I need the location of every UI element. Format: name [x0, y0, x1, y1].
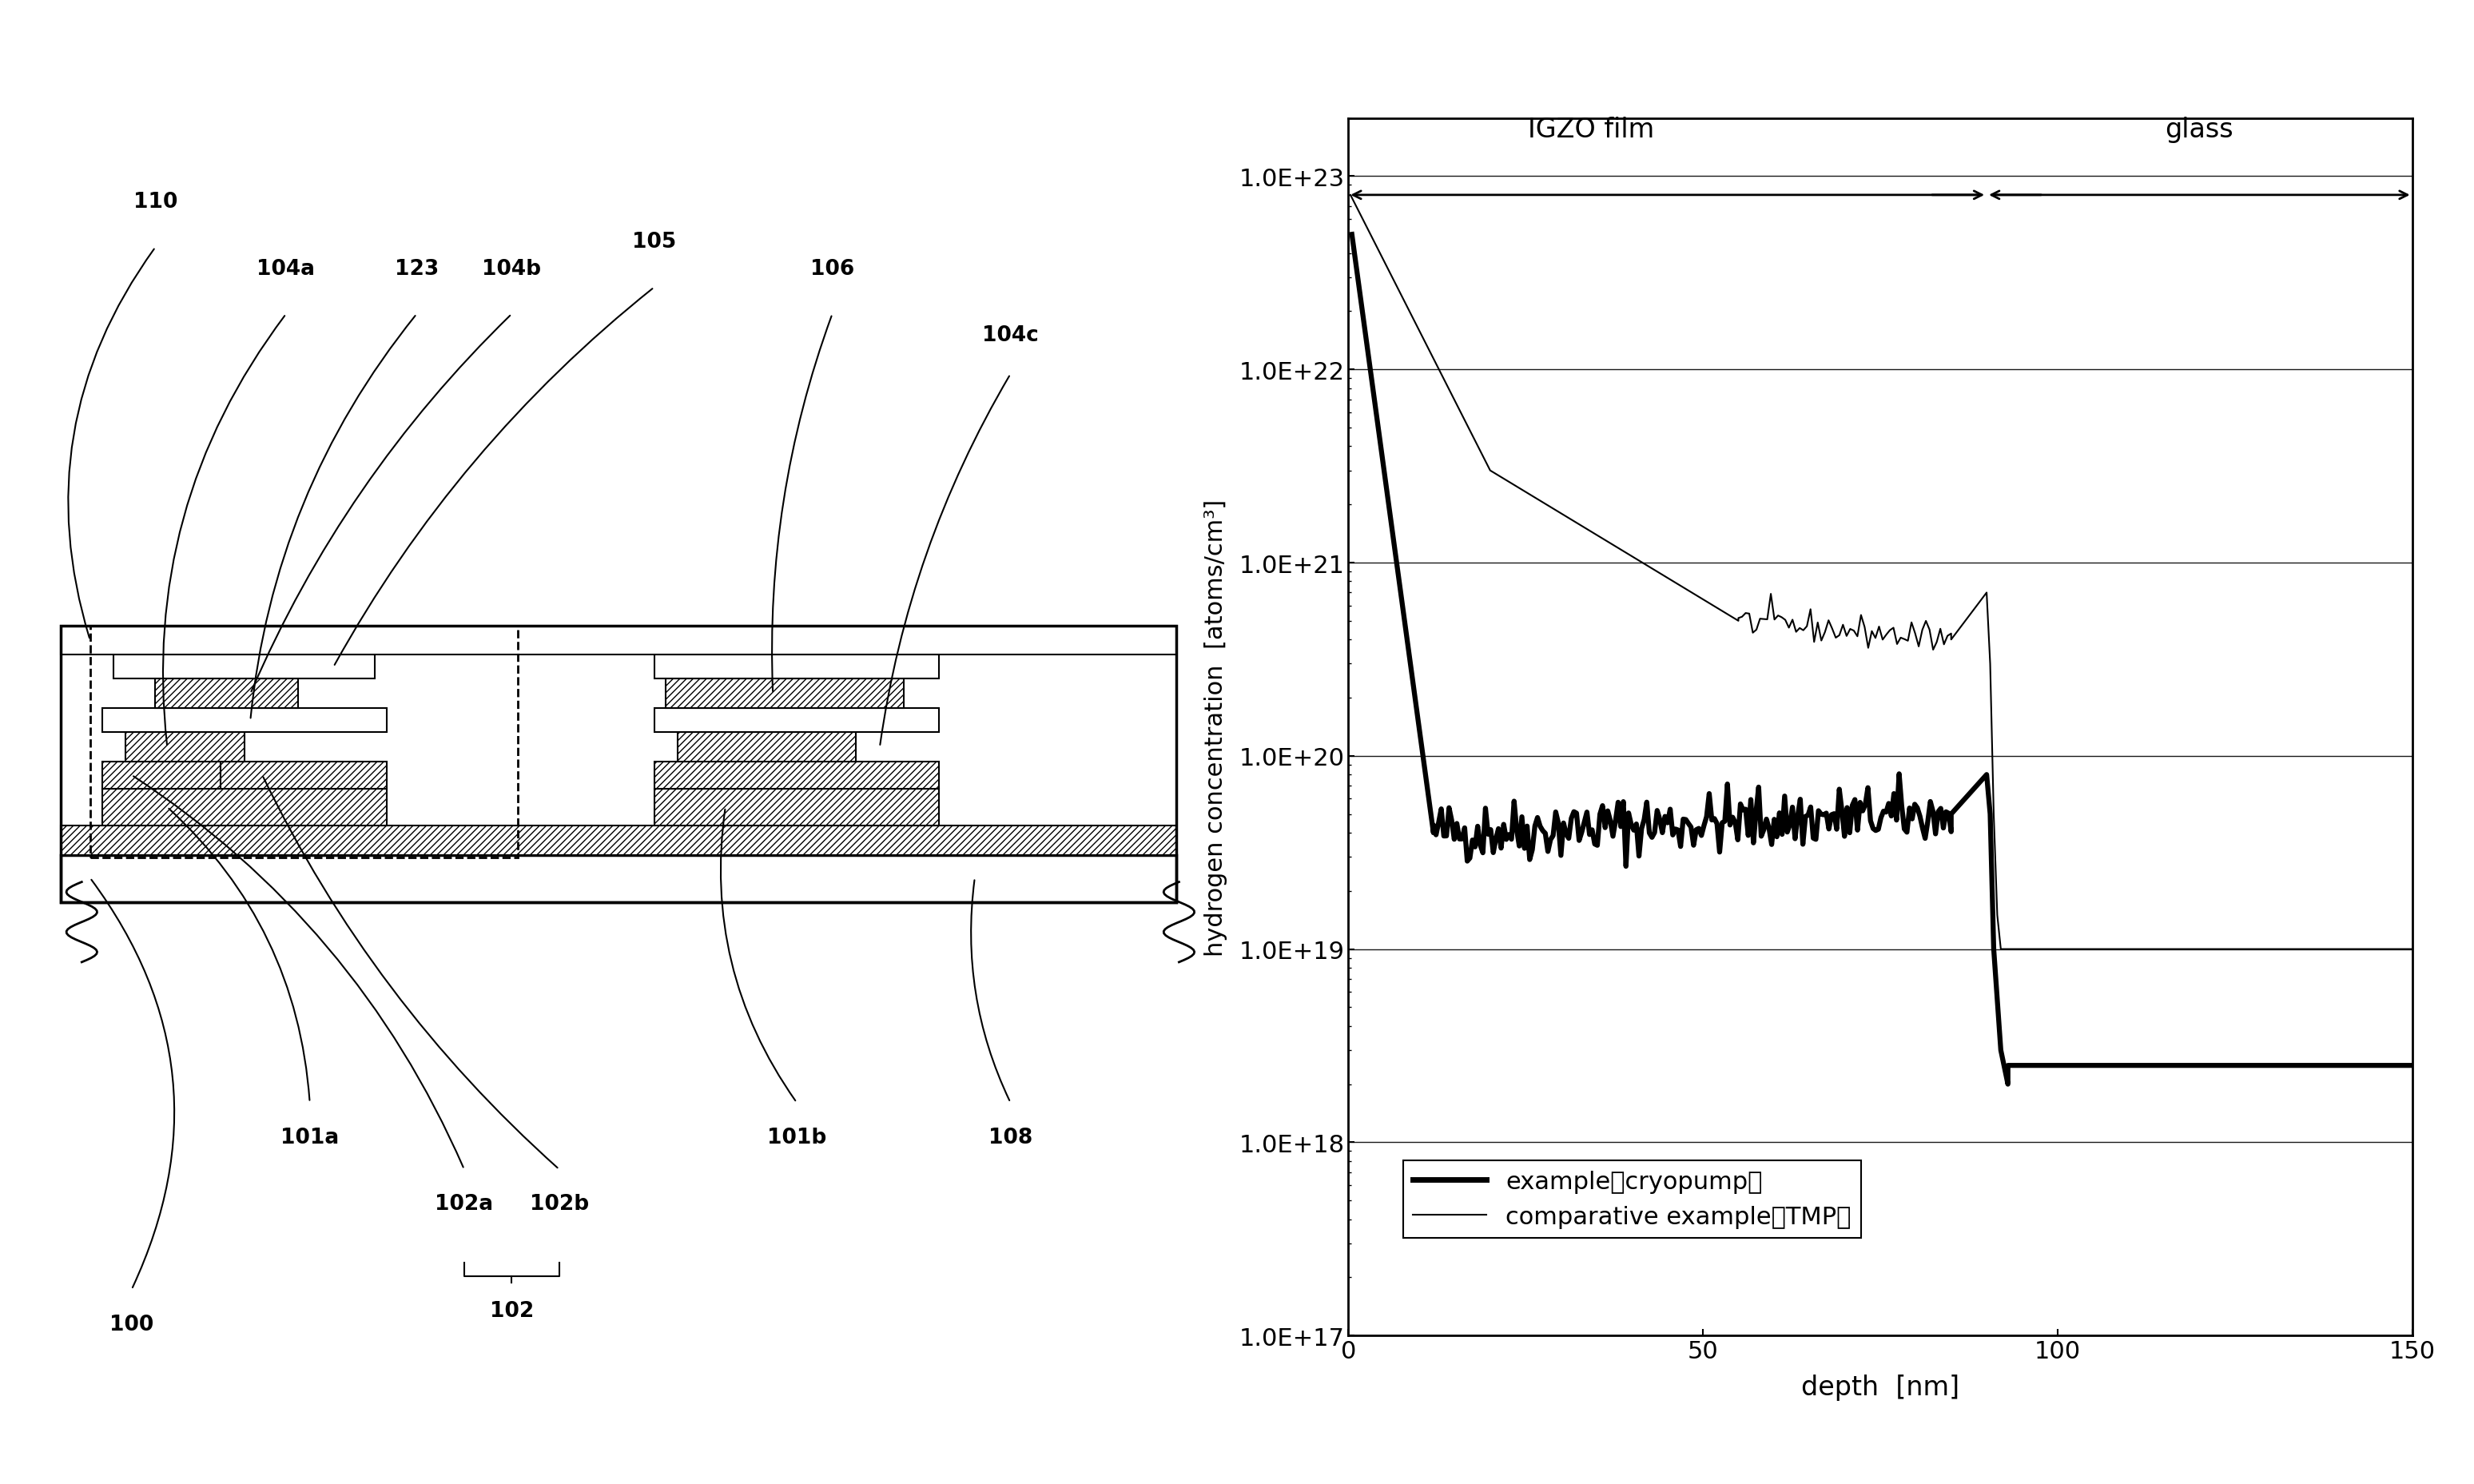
Text: 104a: 104a [257, 258, 314, 279]
example（cryopump） [1586, 806, 1616, 824]
Legend: example（cryopump）, comparative example（TMP）: example（cryopump）, comparative example（T… [1403, 1160, 1860, 1238]
Bar [653, 763, 940, 789]
Text: 102a: 102a [435, 1193, 492, 1214]
comparative example（TMP） [1987, 941, 2016, 959]
Bar [89, 626, 517, 858]
example（cryopump） [2331, 1057, 2360, 1074]
Bar [126, 733, 245, 763]
Line: example（cryopump）: example（cryopump） [1351, 234, 2412, 1085]
Text: 102b: 102b [529, 1193, 589, 1214]
Bar [59, 827, 1178, 855]
comparative example（TMP） [1336, 187, 1366, 205]
Text: 105: 105 [631, 232, 675, 252]
comparative example（TMP） [2271, 941, 2301, 959]
Text: IGZO film: IGZO film [1526, 116, 1655, 142]
Bar [156, 680, 297, 709]
example（cryopump） [1863, 821, 1893, 838]
comparative example（TMP） [1682, 588, 1712, 605]
example（cryopump） [1994, 1076, 2024, 1094]
comparative example（TMP） [1714, 607, 1744, 625]
example（cryopump） [1719, 813, 1749, 831]
Text: glass: glass [2165, 116, 2234, 142]
Text: 106: 106 [809, 258, 854, 279]
Bar [59, 626, 1178, 656]
Text: 101a: 101a [280, 1126, 339, 1147]
Text: 123: 123 [393, 258, 438, 279]
Bar [678, 733, 856, 763]
Text: 104c: 104c [982, 325, 1039, 346]
comparative example（TMP） [1974, 654, 2004, 672]
example（cryopump） [2397, 1057, 2427, 1074]
example（cryopump） [2298, 1057, 2328, 1074]
Text: 101b: 101b [767, 1126, 826, 1147]
Text: 100: 100 [109, 1313, 153, 1334]
Line: comparative example（TMP）: comparative example（TMP） [1351, 196, 2412, 950]
Bar [666, 680, 903, 709]
Y-axis label: hydrogen concentration  [atoms/cm³]: hydrogen concentration [atoms/cm³] [1205, 499, 1227, 956]
X-axis label: depth  [nm]: depth [nm] [1801, 1374, 1959, 1399]
Bar [653, 656, 940, 680]
Bar [101, 789, 386, 827]
Bar [220, 763, 386, 789]
Text: 104b: 104b [482, 258, 542, 279]
Text: 108: 108 [987, 1126, 1032, 1147]
Bar [101, 709, 386, 733]
Bar [59, 626, 1178, 902]
Text: 110: 110 [134, 191, 178, 212]
Bar [59, 855, 1178, 902]
Bar [653, 789, 940, 827]
comparative example（TMP） [2397, 941, 2427, 959]
Bar [114, 656, 376, 680]
Bar [653, 709, 940, 733]
comparative example（TMP） [1870, 626, 1900, 644]
comparative example（TMP） [2293, 941, 2323, 959]
Bar [101, 763, 220, 789]
Text: 102: 102 [490, 1300, 534, 1321]
example（cryopump） [1336, 226, 1366, 243]
example（cryopump） [2100, 1057, 2130, 1074]
